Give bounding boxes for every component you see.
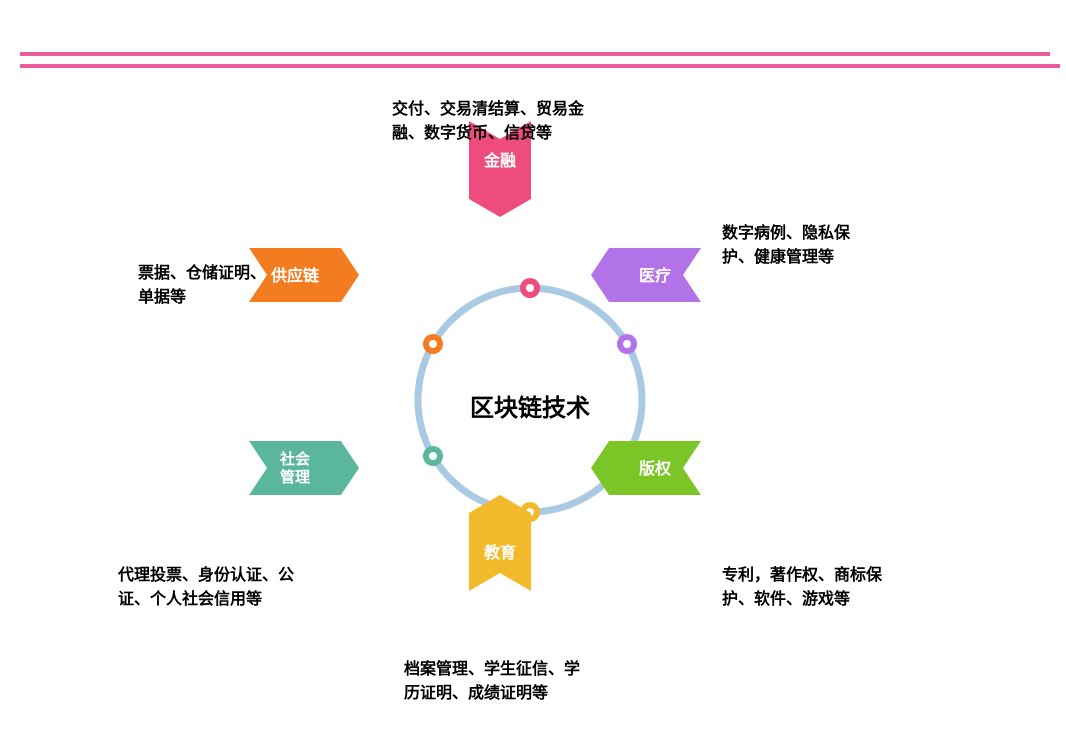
desc-medical: 数字病例、隐私保 护、健康管理等 bbox=[722, 222, 922, 270]
dot-inner-medical bbox=[623, 340, 631, 348]
badge-label-medical: 医疗 bbox=[639, 266, 671, 285]
dot-inner-social bbox=[429, 452, 437, 460]
desc-finance: 交付、交易清结算、贸易金 融、数字货币、信贷等 bbox=[392, 98, 652, 146]
badge-education bbox=[469, 495, 531, 591]
desc-copyright: 专利，著作权、商标保 护、软件、游戏等 bbox=[722, 564, 942, 612]
node-social: 社会管理 bbox=[249, 441, 443, 495]
desc-supply: 票据、仓储证明、 单据等 bbox=[138, 262, 338, 310]
node-finance: 金融 bbox=[469, 121, 540, 298]
dot-inner-finance bbox=[526, 284, 534, 292]
node-copyright: 版权 bbox=[591, 441, 701, 495]
center-title: 区块链技术 bbox=[470, 388, 590, 423]
dot-inner-supply bbox=[429, 340, 437, 348]
node-education: 教育 bbox=[469, 495, 540, 591]
diagram-canvas: 金融医疗版权教育社会管理供应链 区块链技术 交付、交易清结算、贸易金 融、数字货… bbox=[0, 0, 1066, 754]
badge-social bbox=[249, 441, 359, 495]
badge-label-finance: 金融 bbox=[483, 151, 516, 170]
desc-education: 档案管理、学生征信、学 历证明、成绩证明等 bbox=[404, 658, 664, 706]
badge-label-copyright: 版权 bbox=[638, 459, 672, 478]
node-medical: 医疗 bbox=[591, 248, 701, 354]
desc-social: 代理投票、身份认证、公 证、个人社会信用等 bbox=[118, 564, 358, 612]
badge-label-education: 教育 bbox=[484, 543, 516, 562]
